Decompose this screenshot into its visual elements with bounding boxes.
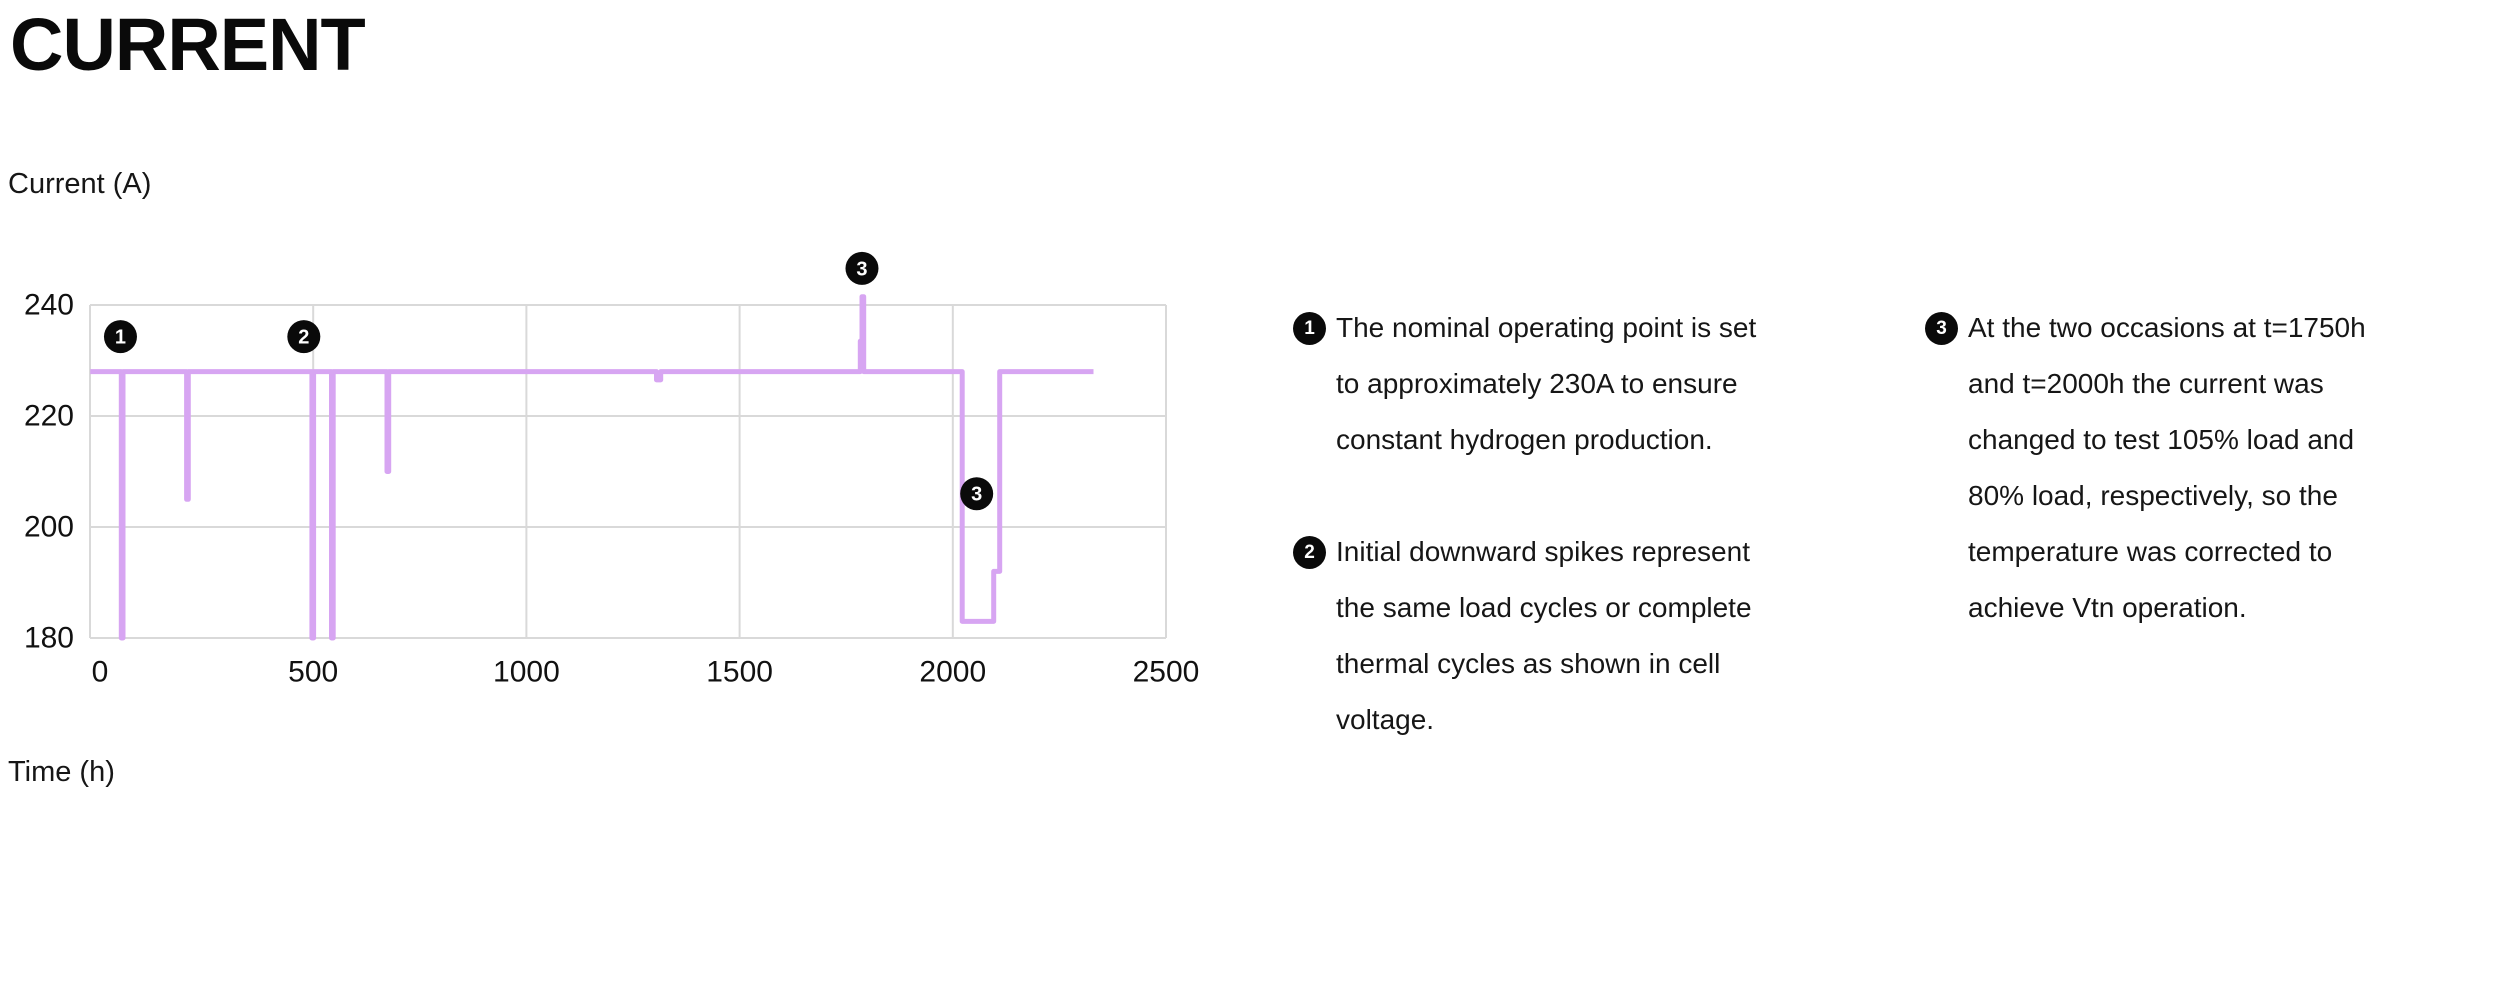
x-tick-label: 2500 bbox=[1133, 656, 1200, 689]
x-tick-label: 500 bbox=[288, 656, 338, 689]
annotation-item-1: 1 The nominal operating point is set to … bbox=[1293, 300, 1878, 468]
chart-badge-1 bbox=[103, 320, 137, 354]
x-tick-label: 1000 bbox=[493, 656, 560, 689]
x-axis-title: Time (h) bbox=[8, 756, 115, 788]
x-tick-label: 0 bbox=[92, 656, 109, 689]
annotation-number-badge-3: 3 bbox=[1925, 312, 1958, 345]
y-tick-label: 200 bbox=[24, 511, 74, 544]
chart-badge-label-1: 1 bbox=[115, 327, 126, 349]
annotations-column-2: 3 At the two occasions at t=1750h and t=… bbox=[1925, 300, 2500, 636]
annotation-item-3: 3 At the two occasions at t=1750h and t=… bbox=[1925, 300, 2500, 636]
current-series-line bbox=[90, 294, 1094, 641]
y-tick-label: 240 bbox=[24, 289, 74, 322]
annotation-text-1: The nominal operating point is set to ap… bbox=[1336, 312, 1757, 455]
chart-badge-2 bbox=[287, 320, 321, 354]
page-title: CURRENT bbox=[10, 3, 366, 86]
y-tick-label: 220 bbox=[24, 400, 74, 433]
annotation-text-2: Initial downward spikes represent the sa… bbox=[1336, 536, 1752, 735]
chart-badge-3 bbox=[960, 477, 994, 511]
annotations-column-1: 1 The nominal operating point is set to … bbox=[1293, 300, 1878, 748]
annotation-number-badge-2: 2 bbox=[1293, 536, 1326, 569]
current-line-chart: 180 200 220 240 0 500 1000 1500 2000 2500 1 2 3 3 bbox=[24, 251, 1200, 689]
chart-badge-label-2: 2 bbox=[298, 327, 309, 349]
y-tick-label: 180 bbox=[24, 622, 74, 655]
annotation-number-badge-1: 1 bbox=[1293, 312, 1326, 345]
annotation-text-3: At the two occasions at t=1750h and t=20… bbox=[1968, 312, 2366, 623]
chart-badge-3 bbox=[845, 251, 879, 285]
y-axis-title: Current (A) bbox=[8, 168, 152, 200]
x-tick-label: 2000 bbox=[919, 656, 986, 689]
annotation-item-2: 2 Initial downward spikes represent the … bbox=[1293, 524, 1878, 748]
chart-badge-label-3: 3 bbox=[856, 258, 867, 280]
chart-badge-label-3: 3 bbox=[971, 484, 982, 506]
x-tick-label: 1500 bbox=[706, 656, 773, 689]
